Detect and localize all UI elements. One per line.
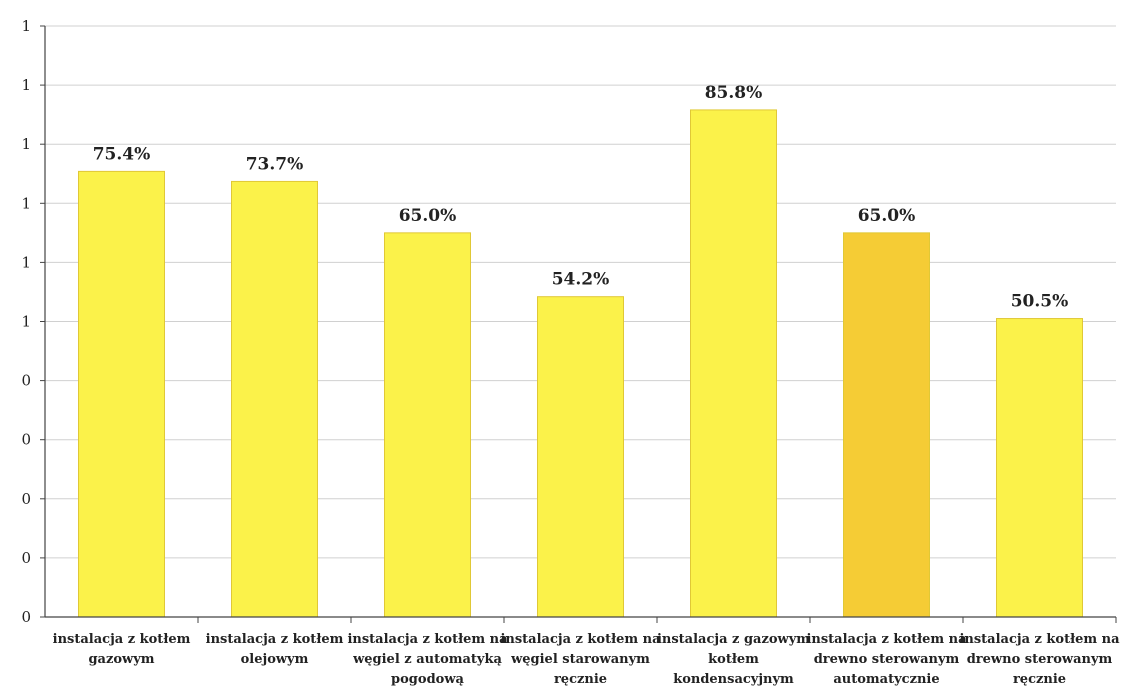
y-tick-label: 0 — [21, 608, 31, 626]
bar — [78, 170, 165, 618]
bar — [843, 232, 930, 618]
y-tick-label: 0 — [21, 431, 31, 449]
y-tick-label: 1 — [21, 253, 31, 271]
y-tick-label: 0 — [21, 549, 31, 567]
x-tick-label: instalacja z kotłem na węgiel z automatyk… — [347, 632, 508, 687]
bars — [78, 109, 1083, 618]
data-label: 65.0% — [858, 206, 916, 226]
data-labels: 75.4% 73.7% 65.0% 54.2% 85.8% 65.0% 50.5% — [93, 83, 1069, 312]
y-tick-label: 0 — [21, 490, 31, 508]
y-tick-label: 1 — [21, 135, 31, 153]
x-tick-label: instalacja z gazowym kotłem kondensacyjnym — [657, 632, 810, 687]
data-label: 65.0% — [399, 206, 457, 226]
y-tick-label: 1 — [21, 313, 31, 331]
bar — [231, 180, 318, 618]
bar — [384, 232, 471, 618]
y-axis-ticks: 0 0 0 0 0 1 1 1 1 1 1 — [21, 17, 45, 626]
data-label: 75.4% — [93, 144, 151, 164]
y-tick-label: 0 — [21, 372, 31, 390]
x-tick-label: instalacja z kotłem na drewno sterowanym r… — [959, 632, 1120, 687]
x-axis-labels: instalacja z kotłem gazowym instalacja z k… — [53, 632, 1120, 687]
bar — [690, 109, 777, 618]
bar — [996, 318, 1083, 618]
data-label: 73.7% — [246, 154, 304, 174]
x-tick-label: instalacja z kotłem olejowym — [206, 632, 344, 667]
bar — [537, 296, 624, 618]
data-label: 54.2% — [552, 270, 610, 290]
x-tick-label: instalacja z kotłem na węgiel starowanym r… — [500, 632, 661, 687]
data-label: 85.8% — [705, 83, 763, 103]
y-tick-label: 1 — [21, 194, 31, 212]
x-tick-label: instalacja z kotłem gazowym — [53, 632, 191, 667]
axes — [44, 26, 1117, 623]
data-label: 50.5% — [1011, 292, 1069, 312]
x-tick-label: instalacja z kotłem na drewno sterowanym a… — [806, 632, 967, 687]
y-tick-label: 1 — [21, 17, 31, 35]
y-tick-label: 1 — [21, 76, 31, 94]
